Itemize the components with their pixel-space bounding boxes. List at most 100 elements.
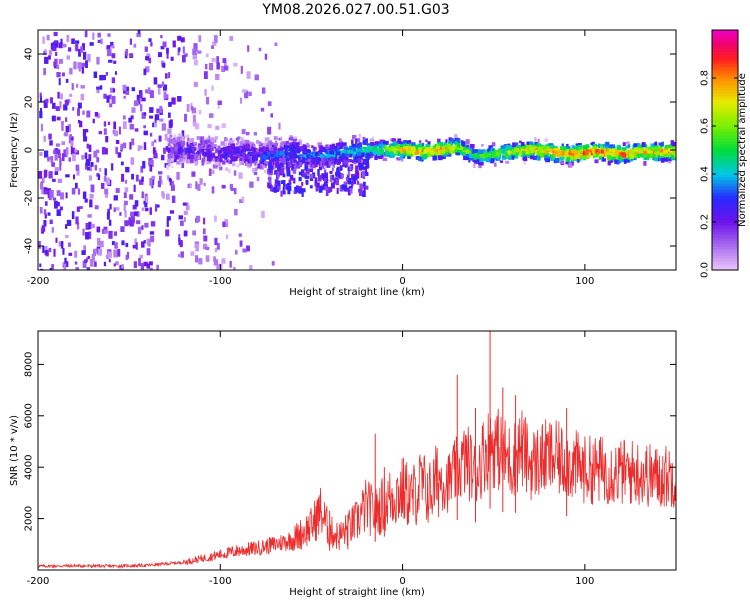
heatmap-cell bbox=[633, 143, 638, 147]
heatmap-cell bbox=[323, 157, 327, 161]
heatmap-cell bbox=[298, 171, 302, 176]
heatmap-cell bbox=[339, 185, 344, 192]
heatmap-cell bbox=[224, 219, 228, 224]
heatmap-cell bbox=[285, 148, 290, 152]
colorbar-segment bbox=[712, 198, 738, 202]
heatmap-cell bbox=[374, 155, 378, 161]
colorbar-segment bbox=[712, 249, 738, 253]
heatmap-cell bbox=[184, 113, 188, 122]
heatmap-cell bbox=[327, 186, 331, 194]
heatmap-cell bbox=[262, 144, 266, 149]
heatmap-cell bbox=[178, 157, 184, 162]
heatmap-cell bbox=[213, 35, 218, 43]
heatmap-cell bbox=[43, 68, 46, 76]
heatmap-cell bbox=[97, 226, 100, 233]
heatmap-cell bbox=[252, 151, 255, 155]
heatmap-cell bbox=[540, 146, 546, 150]
heatmap-cell bbox=[185, 202, 189, 206]
heatmap-cell bbox=[96, 113, 101, 119]
heatmap-cell bbox=[329, 157, 333, 162]
heatmap-cell bbox=[113, 60, 117, 64]
heatmap-cell bbox=[195, 243, 200, 252]
heatmap-cell bbox=[74, 261, 78, 265]
heatmap-cell bbox=[291, 157, 296, 161]
heatmap-cell bbox=[208, 146, 214, 151]
heatmap-cell bbox=[274, 153, 280, 157]
heatmap-cell bbox=[633, 157, 637, 161]
heatmap-cell bbox=[248, 91, 252, 96]
heatmap-cell bbox=[94, 164, 98, 171]
heatmap-cell bbox=[174, 155, 179, 160]
heatmap-cell bbox=[436, 147, 439, 152]
heatmap-cell bbox=[103, 226, 108, 231]
colorbar-segment bbox=[712, 132, 738, 136]
heatmap-cell bbox=[58, 58, 63, 64]
heatmap-cell bbox=[85, 232, 90, 240]
heatmap-cell bbox=[148, 261, 153, 266]
heatmap-cell bbox=[672, 151, 675, 155]
heatmap-cells bbox=[38, 30, 676, 270]
heatmap-cell bbox=[253, 171, 258, 176]
heatmap-cell bbox=[524, 152, 530, 157]
heatmap-cell bbox=[436, 143, 441, 147]
heatmap-cell bbox=[115, 139, 120, 144]
heatmap-cell bbox=[317, 142, 322, 146]
heatmap-cell bbox=[587, 149, 592, 153]
heatmap-cell bbox=[167, 137, 171, 142]
heatmap-cell bbox=[553, 153, 558, 157]
heatmap-cell bbox=[450, 147, 455, 150]
heatmap-cell bbox=[113, 231, 118, 236]
heatmap-cell bbox=[565, 158, 568, 163]
colorbar-segment bbox=[712, 246, 738, 250]
heatmap-cell bbox=[133, 100, 139, 107]
heatmap-cell bbox=[629, 153, 634, 159]
heatmap-cell bbox=[310, 154, 314, 158]
heatmap-cell bbox=[82, 191, 87, 199]
heatmap-cell bbox=[340, 144, 344, 149]
heatmap-cell bbox=[351, 180, 354, 186]
heatmap-cell bbox=[265, 144, 269, 148]
heatmap-cell bbox=[124, 200, 128, 206]
heatmap-cell bbox=[82, 129, 87, 137]
heatmap-cell bbox=[488, 145, 493, 150]
heatmap-cell bbox=[178, 133, 183, 137]
heatmap-cell bbox=[541, 153, 547, 157]
heatmap-cell bbox=[526, 145, 532, 148]
heatmap-cell bbox=[165, 193, 170, 200]
colorbar-segment bbox=[712, 195, 738, 199]
heatmap-cell bbox=[419, 143, 422, 148]
heatmap-cell bbox=[329, 170, 333, 175]
heatmap-cell bbox=[333, 145, 338, 149]
heatmap-cell bbox=[274, 157, 278, 162]
heatmap-cell bbox=[106, 45, 111, 50]
heatmap-cell bbox=[139, 179, 144, 185]
heatmap-cell bbox=[219, 166, 223, 171]
heatmap-cell bbox=[92, 118, 95, 124]
heatmap-cell bbox=[375, 150, 379, 155]
heatmap-cell bbox=[627, 155, 631, 160]
heatmap-cell bbox=[47, 157, 50, 162]
heatmap-cell bbox=[321, 160, 326, 166]
heatmap-cell bbox=[180, 251, 184, 258]
heatmap-cell bbox=[259, 159, 262, 164]
heatmap-cell bbox=[355, 138, 358, 144]
heatmap-cell bbox=[173, 144, 179, 147]
heatmap-cell bbox=[462, 149, 466, 154]
heatmap-cell bbox=[249, 265, 253, 270]
heatmap-cell bbox=[95, 149, 100, 154]
heatmap-cell bbox=[122, 84, 127, 91]
heatmap-cell bbox=[223, 142, 227, 147]
heatmap-cell bbox=[210, 142, 214, 147]
heatmap-cell bbox=[185, 134, 189, 138]
heatmap-cell bbox=[281, 162, 284, 167]
heatmap-cell bbox=[268, 176, 272, 184]
heatmap-cell bbox=[195, 181, 198, 190]
heatmap-cell bbox=[257, 163, 261, 169]
heatmap-cell bbox=[284, 158, 288, 164]
heatmap-cell bbox=[454, 141, 459, 144]
heatmap-cell bbox=[444, 144, 450, 148]
heatmap-cell bbox=[395, 150, 399, 155]
heatmap-cell bbox=[90, 161, 94, 167]
heatmap-cell bbox=[138, 97, 141, 105]
heatmap-cell bbox=[241, 129, 246, 135]
